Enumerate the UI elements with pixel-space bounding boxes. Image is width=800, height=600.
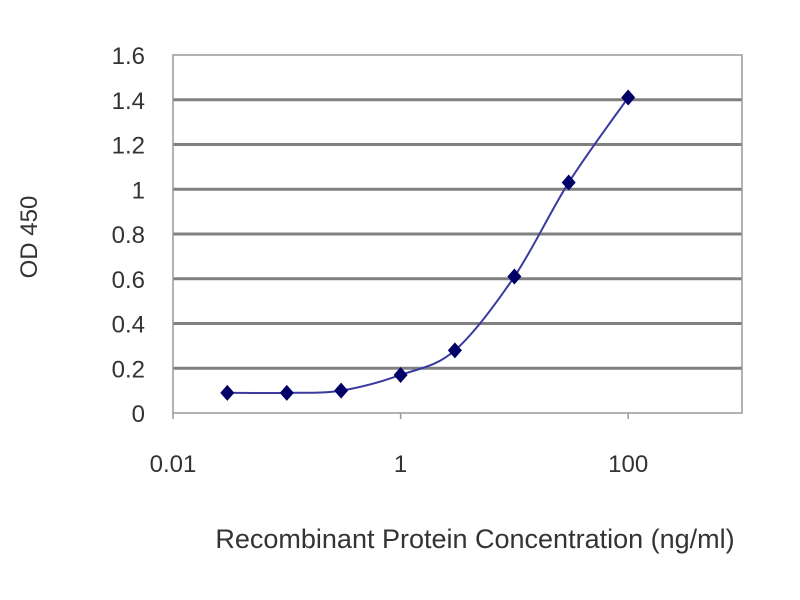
- data-point: [447, 342, 462, 359]
- data-point: [279, 384, 294, 401]
- data-point: [220, 384, 235, 401]
- series: [220, 89, 636, 401]
- y-tick-label: 0.4: [112, 312, 145, 339]
- data-point: [561, 174, 576, 191]
- data-point: [507, 268, 522, 285]
- x-axis-label: Recombinant Protein Concentration (ng/ml…: [215, 524, 734, 554]
- data-point: [621, 89, 636, 106]
- series-line: [227, 96, 630, 395]
- y-axis-label: OD 450: [16, 196, 43, 279]
- y-tick-label: 1: [132, 177, 145, 204]
- y-tick-label: 0.8: [112, 222, 145, 249]
- y-tick-label: 1.4: [112, 88, 145, 115]
- y-tick-label: 0: [132, 401, 145, 428]
- y-tick-label: 1.6: [112, 43, 145, 70]
- x-tick-label: 1: [394, 451, 407, 478]
- x-tick-labels: 0.01 1 100: [150, 413, 648, 478]
- y-tick-label: 0.2: [112, 356, 145, 383]
- y-tick-label: 1.2: [112, 133, 145, 160]
- y-tick-labels: 0 0.2 0.4 0.6 0.8 1 1.2 1.4 1.6: [112, 43, 145, 428]
- x-tick-label: 100: [608, 451, 648, 478]
- plot-area: [172, 54, 743, 414]
- gridlines: [173, 98, 742, 370]
- data-point: [334, 382, 349, 399]
- x-tick-label: 0.01: [150, 451, 197, 478]
- data-point: [393, 366, 408, 383]
- y-tick-label: 0.6: [112, 267, 145, 294]
